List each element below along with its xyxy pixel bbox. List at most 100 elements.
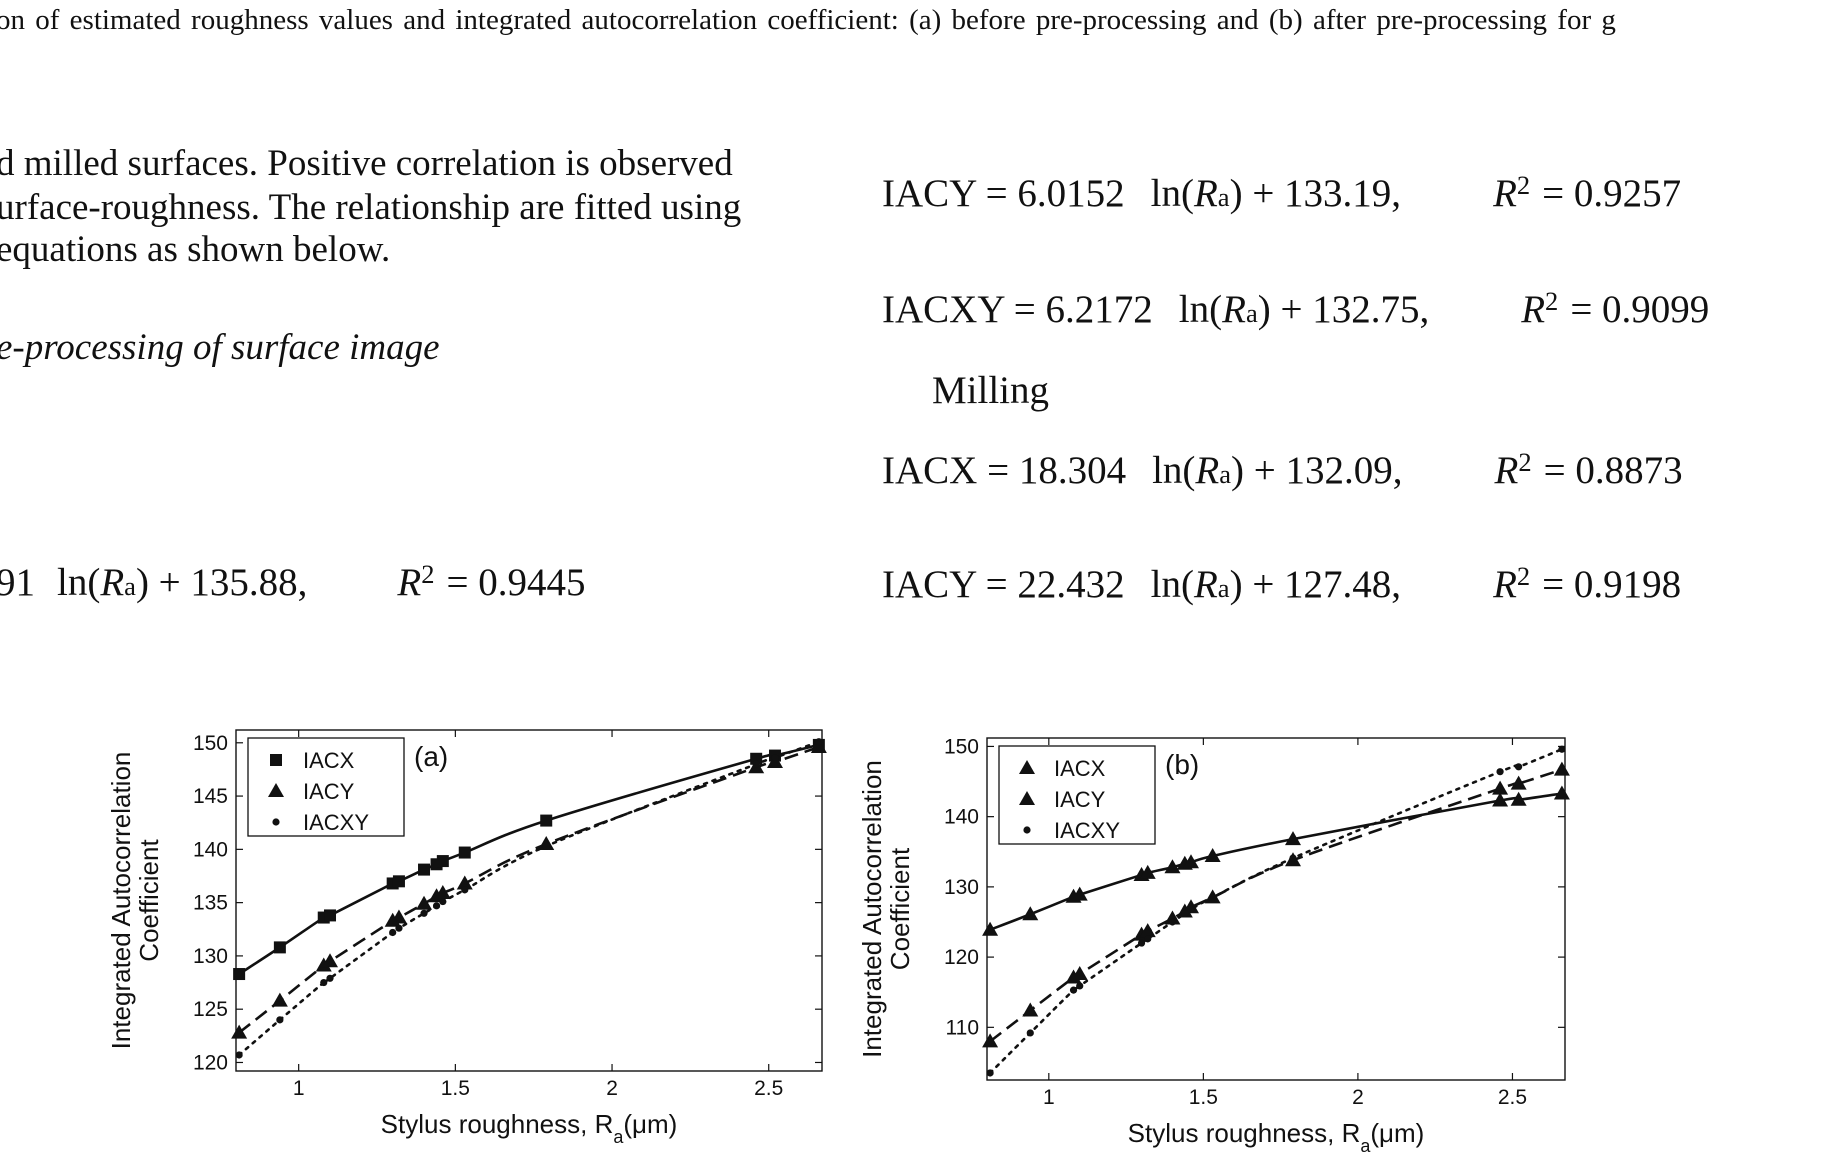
y-tick-label: 130 [193,945,228,968]
series-line [988,747,1564,1075]
body-line-3: equations as shown below. [0,229,391,270]
data-point [1026,1029,1034,1037]
data-point [1065,969,1082,984]
data-point [982,1033,999,1048]
data-point [235,1051,243,1059]
data-point [233,968,246,981]
eq-sub: a [1219,459,1232,489]
legend-marker [270,754,282,766]
eq-var: R [1222,288,1246,331]
y-axis-label-line2: Coefficient [885,847,915,970]
data-point [1187,905,1195,913]
x-tick-label: 2 [1352,1086,1364,1109]
section-subheading: e-processing of surface image [0,327,440,368]
data-point [1164,910,1181,925]
data-point [1137,939,1146,947]
legend-label: IACX [1054,756,1106,781]
eq-sub: a [124,571,136,601]
x-tick-label: 2.5 [1498,1086,1527,1109]
data-point [1164,859,1181,874]
data-point [1204,847,1221,862]
data-point [1139,923,1156,938]
data-point [320,978,328,987]
data-point [1285,831,1301,846]
eq-ln: ln( [57,561,101,604]
eq-sub: a [1217,573,1230,603]
legend-label: IACXY [1054,818,1120,843]
data-point [436,855,449,868]
data-point [1553,761,1570,776]
eq-r2-var: R [1493,563,1517,606]
eq-rhs: ) + 132.75, [1257,288,1430,331]
data-point [1139,864,1156,879]
y-tick-label: 120 [944,946,979,969]
data-point [271,992,288,1007]
y-tick-label: 125 [193,998,228,1021]
legend-marker [1019,791,1035,805]
eq-r2-var: R [1521,288,1546,331]
data-point [540,814,553,827]
data-point [1183,854,1199,869]
legend-label: IACX [303,748,355,773]
y-tick-label: 140 [193,838,228,861]
eq-lhs: IACXY = 6.2172 [882,288,1153,331]
data-point [420,909,428,917]
data-point [434,885,451,900]
data-point [326,974,334,982]
data-point [392,875,405,888]
legend-marker [268,783,284,797]
chart-b: 1 1.5 2 2.5 110 120 130 140 150 Stylus roughness,… [860,735,1570,1155]
data-point [231,1024,248,1039]
eq-rhs: ) + 127.48, [1229,563,1402,606]
data-point [432,902,441,910]
x-axis-label: Stylus roughness, Ra(μm) [381,1109,678,1147]
y-tick-label: 130 [944,876,979,899]
eq-rhs: ) + 135.88, [135,561,308,604]
y-tick-label: 150 [944,735,979,758]
x-tick-label: 2.5 [754,1077,783,1100]
x-tick-label: 1.5 [441,1077,470,1100]
data-point [1492,780,1509,795]
eq-r2-value: = 0.9257 [1542,172,1682,215]
eq-ln: ln( [1152,449,1196,492]
eq-ln: ln( [1150,563,1194,606]
legend-marker [1019,760,1035,774]
panel-label: (a) [414,741,448,772]
eq-ln: ln( [1178,288,1223,331]
x-tick-label: 2 [606,1077,618,1100]
data-point [324,909,337,922]
eq-sub: a [1245,298,1258,328]
eq-r2-value: = 0.9445 [446,561,586,604]
data-point [416,895,433,910]
data-point [276,1016,284,1024]
data-point [1144,935,1152,943]
panel-label: (b) [1165,749,1199,780]
eq-r2-var: R [397,561,422,604]
eq-ln: ln( [1150,172,1194,215]
data-point [418,863,431,876]
eq-var: R [100,561,125,604]
data-point [752,760,760,768]
legend-marker [1023,826,1031,834]
body-line-2: urface-roughness. The relationship are f… [0,187,742,228]
data-point [1071,886,1088,901]
data-point [1510,791,1527,806]
data-point [1181,909,1189,918]
eq-r2-sup: 2 [1516,561,1531,592]
eq-r2-value: = 0.8873 [1543,449,1683,492]
legend-label: IACXY [303,810,369,835]
figure-caption: on of estimated roughness values and int… [0,4,1616,36]
y-tick-label: 110 [946,1016,979,1039]
data-point [986,1069,994,1077]
data-point [322,953,339,968]
x-tick-label: 1 [293,1077,305,1100]
chart-a: 1 1.5 2 2.5 120 125 130 135 140 145 150 Stylus roug… [106,729,827,1147]
eq-lhs: 91 [0,561,35,604]
data-point [1022,1002,1039,1017]
eq-r2-value: = 0.9099 [1570,288,1710,331]
series-iacx-0 [982,785,1570,936]
